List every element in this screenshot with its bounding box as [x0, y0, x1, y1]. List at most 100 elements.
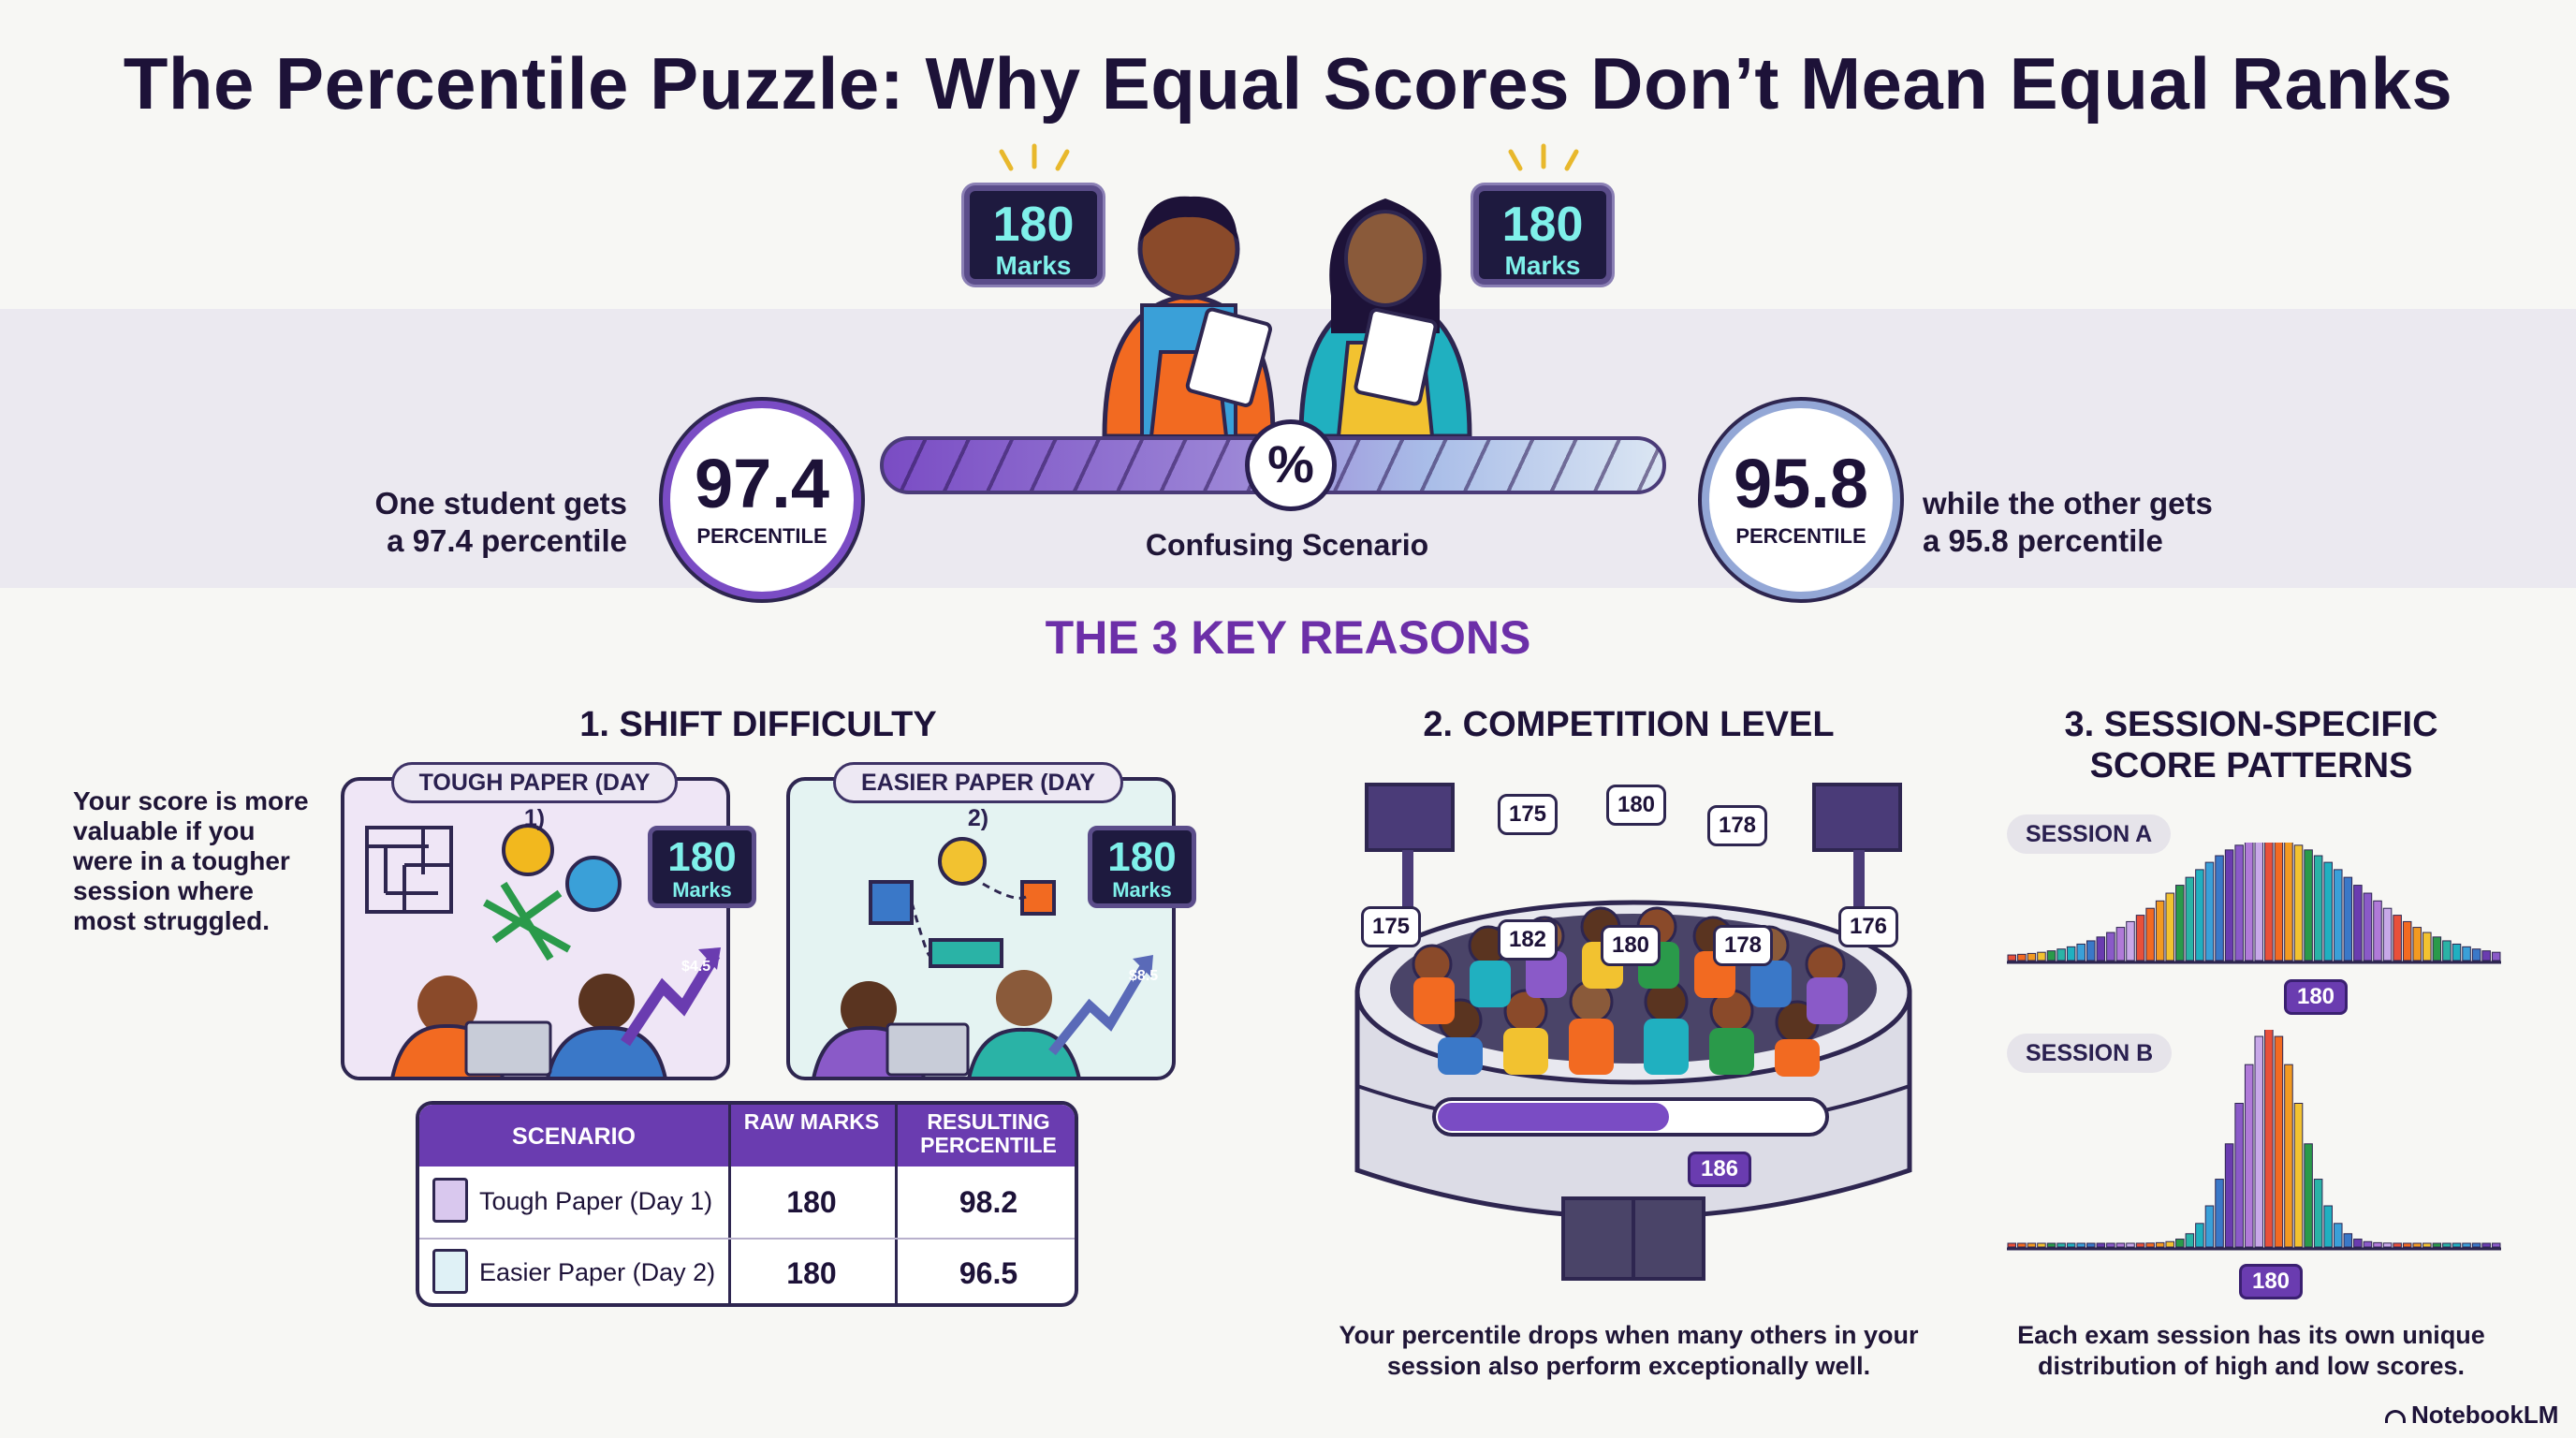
percentile-value: 95.8 — [1733, 445, 1869, 522]
score-bubble: 182 — [1498, 919, 1558, 961]
document-icon — [432, 1249, 468, 1294]
chart-tag: $4.5 — [681, 959, 711, 975]
distribution-bar — [2393, 1242, 2402, 1248]
distribution-bar — [2353, 885, 2363, 961]
distribution-bar — [2274, 843, 2284, 961]
text-line: distribution of high and low scores. — [2037, 1352, 2465, 1380]
distribution-bar — [2343, 876, 2353, 961]
distribution-bar — [2096, 936, 2106, 961]
distribution-bar — [2422, 932, 2432, 961]
distribution-bar — [2452, 943, 2462, 961]
text-line: One student gets — [374, 486, 627, 521]
distribution-bar — [2086, 940, 2096, 961]
students-illustration — [1102, 196, 1472, 439]
distribution-bar — [2284, 1064, 2293, 1248]
distribution-bar — [2017, 1242, 2027, 1248]
distribution-bar — [2412, 927, 2422, 961]
distribution-bar — [2234, 844, 2244, 961]
stressed-students-illustration — [365, 824, 721, 1077]
distribution-bar — [2382, 1242, 2393, 1248]
distribution-bar — [2333, 1223, 2343, 1248]
distribution-bar — [2195, 869, 2204, 961]
badge-label: Marks — [995, 251, 1072, 280]
distribution-bar — [2066, 946, 2076, 961]
badge-label: Marks — [1504, 251, 1581, 280]
distribution-bar — [2046, 950, 2056, 961]
distribution-bar — [2185, 1233, 2195, 1248]
distribution-bar — [2135, 915, 2145, 961]
distribution-bar — [2126, 1242, 2135, 1248]
distribution-bar — [2204, 1205, 2215, 1248]
distribution-bar — [2106, 1242, 2115, 1248]
sparkle-icon — [999, 143, 1070, 171]
calm-students-illustration — [812, 837, 1153, 1077]
distribution-bar — [2076, 943, 2086, 961]
reason2-caption: Your percentile drops when many others i… — [1310, 1320, 1947, 1382]
score-bubble: 178 — [1707, 805, 1767, 846]
distribution-bar — [2471, 948, 2481, 961]
distribution-bar — [2037, 951, 2046, 961]
distribution-bar — [2106, 932, 2115, 961]
marks-cell: 180 — [786, 1256, 837, 1290]
score-bubble: 175 — [1498, 794, 1558, 835]
brand-name: NotebookLM — [2411, 1401, 2559, 1429]
distribution-bar — [2432, 936, 2442, 961]
badge-number: 180 — [1107, 834, 1177, 880]
distribution-bar — [2304, 1143, 2313, 1248]
score-bubble: 175 — [1361, 906, 1421, 947]
text-line: session also perform exceptionally well. — [1386, 1352, 1871, 1380]
distribution-bar — [2115, 927, 2126, 961]
text-line: most struggled. — [73, 906, 271, 935]
session-a-tag: 180 — [2284, 979, 2348, 1015]
distribution-bar — [2007, 1242, 2017, 1248]
distribution-bar — [2313, 855, 2323, 961]
distribution-bar — [2195, 1223, 2204, 1248]
distribution-bar — [2076, 1242, 2086, 1248]
row-divider — [419, 1238, 1075, 1240]
sparkle-icon — [1508, 143, 1579, 171]
distribution-bar — [2373, 1241, 2382, 1248]
comparison-table: SCENARIO RAW MARKS RESULTING PERCENTILE … — [416, 1101, 1078, 1307]
reason1-description: Your score is more valuable if you were … — [73, 786, 344, 936]
easier-paper-label: EASIER PAPER (DAY 2) — [833, 762, 1123, 831]
text-line: Your score is more — [73, 786, 309, 815]
text-line: Each exam session has its own unique — [2017, 1321, 2485, 1349]
column-header: RAW MARKS — [728, 1110, 895, 1134]
badge-number: 180 — [1501, 198, 1584, 252]
session-a-distribution — [2007, 843, 2501, 964]
distribution-bar — [2481, 950, 2491, 961]
chart-tag: $8.5 — [1129, 968, 1159, 984]
distribution-bar — [2224, 1143, 2234, 1248]
distribution-bar — [2215, 855, 2224, 961]
column-header: SCENARIO — [419, 1123, 728, 1151]
distribution-bar — [2165, 892, 2175, 961]
distribution-bar — [2284, 843, 2293, 961]
distribution-bar — [2056, 948, 2066, 961]
tough-paper-label: TOUGH PAPER (DAY 1) — [391, 762, 678, 831]
distribution-bar — [2353, 1239, 2363, 1248]
distribution-bar — [2224, 849, 2234, 961]
distribution-bar — [2363, 892, 2373, 961]
distribution-bar — [2135, 1242, 2145, 1248]
distribution-bar — [2462, 946, 2471, 961]
distribution-bar — [2264, 843, 2274, 961]
distribution-bar — [2382, 907, 2393, 961]
distribution-bar — [2323, 1205, 2333, 1248]
slider-caption: Confusing Scenario — [1145, 528, 1429, 562]
distribution-bar — [2422, 1242, 2432, 1248]
percentile-cell: 98.2 — [959, 1185, 1018, 1219]
distribution-bar — [2046, 1242, 2056, 1248]
distribution-bar — [2402, 1242, 2412, 1248]
distribution-bar — [2155, 900, 2165, 961]
session-b-label: SESSION B — [2007, 1034, 2173, 1073]
column-divider — [728, 1105, 731, 1303]
text-line: SCORE PATTERNS — [2089, 746, 2413, 785]
column-header: RESULTING PERCENTILE — [895, 1110, 1075, 1157]
text-line: while the other gets — [1923, 486, 2213, 521]
distribution-bar — [2215, 1179, 2224, 1248]
distribution-bar — [2491, 1242, 2501, 1248]
distribution-bar — [2165, 1240, 2175, 1248]
distribution-bar — [2452, 1242, 2462, 1248]
distribution-bar — [2432, 1242, 2442, 1248]
distribution-bar — [2442, 1242, 2452, 1248]
